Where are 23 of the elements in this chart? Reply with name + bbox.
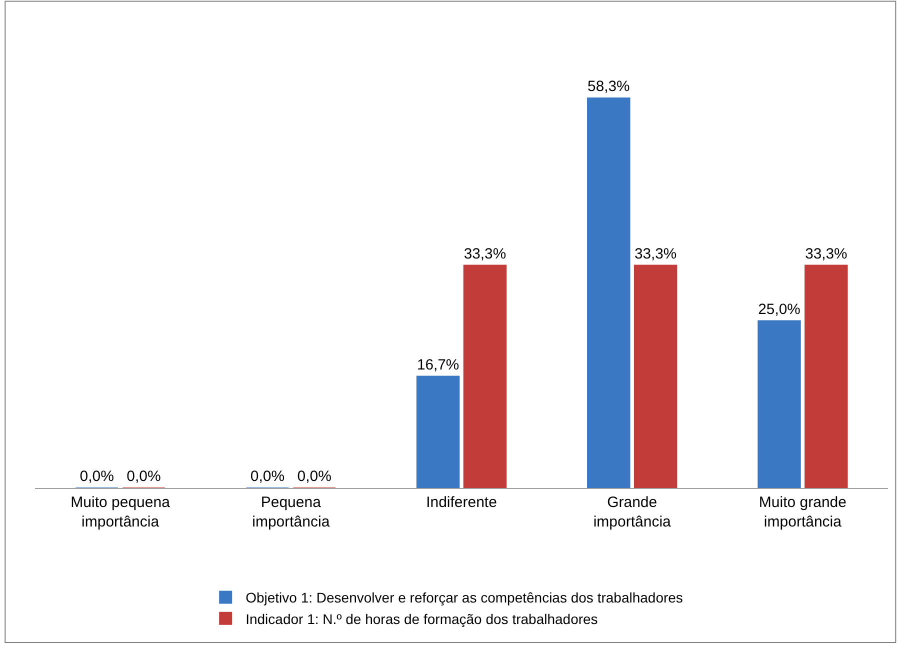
data-label: 0,0% <box>297 468 332 485</box>
data-label: 0,0% <box>80 468 114 485</box>
bar <box>587 98 630 488</box>
x-tick-label: Pequena importância <box>252 494 330 530</box>
bar <box>634 264 678 488</box>
bar <box>416 376 460 488</box>
x-tick-label: Muito pequena importância <box>70 494 171 530</box>
data-label: 25,0% <box>758 302 800 318</box>
data-label: 58,3% <box>588 79 630 96</box>
data-label: 33,3% <box>634 246 677 262</box>
bar <box>804 264 848 488</box>
bar <box>758 320 801 488</box>
x-tick-label: Muito grande importância <box>758 494 846 530</box>
legend-label: Objetivo 1: Desenvolver e reforçar as competências dos trabalhadores <box>246 590 683 606</box>
data-label: 16,7% <box>416 357 460 374</box>
data-label: 33,3% <box>805 246 848 262</box>
x-tick-label: Indiferente <box>426 494 497 511</box>
data-label: 0,0% <box>250 468 285 485</box>
data-label: 33,3% <box>464 246 506 262</box>
x-tick-label: Grande importância <box>593 494 672 530</box>
data-label: 0,0% <box>126 468 161 485</box>
bar <box>463 264 507 488</box>
legend-label: Indicador 1: N.º de horas de formação dos trabalhadores <box>246 610 598 627</box>
